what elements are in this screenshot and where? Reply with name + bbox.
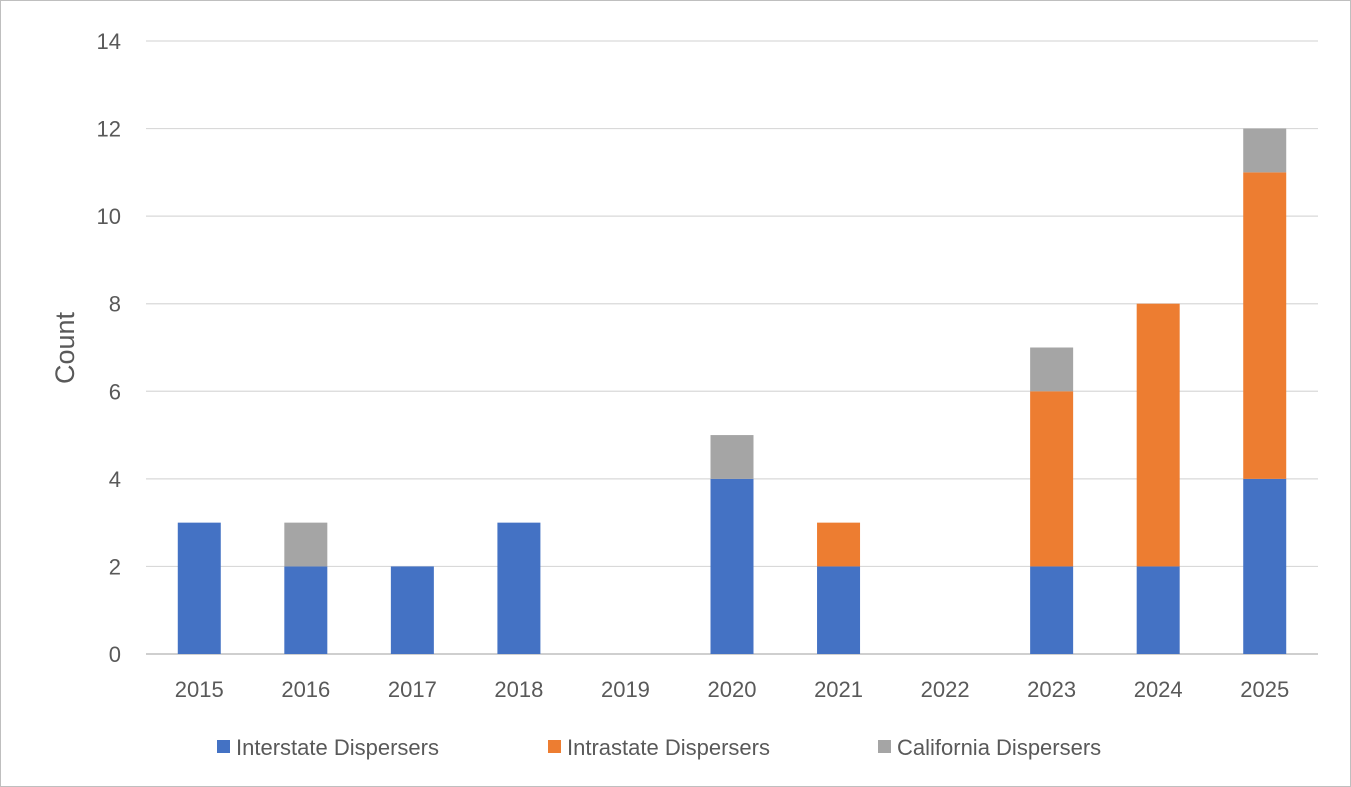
legend: Interstate Dispersers Intrastate Disperse… (217, 735, 1101, 760)
x-axis-ticks: 2015 2016 2017 2018 2019 2020 2021 2022 2023 2024… (175, 677, 1289, 702)
bar-segment (817, 522, 861, 567)
gridlines (146, 40, 1318, 655)
bar-segment (1030, 391, 1074, 567)
x-tick-label: 2022 (921, 677, 970, 702)
x-tick-label: 2025 (1240, 677, 1289, 702)
legend-swatch (878, 740, 891, 753)
x-tick-label: 2023 (1027, 677, 1076, 702)
bar-segment (1243, 478, 1287, 654)
bar-segment (497, 522, 541, 654)
x-tick-label: 2021 (814, 677, 863, 702)
bar-segment (390, 566, 434, 654)
y-tick-label: 4 (109, 467, 121, 492)
legend-label: Intrastate Dispersers (567, 735, 770, 760)
x-tick-label: 2020 (708, 677, 757, 702)
legend-swatch (548, 740, 561, 753)
legend-swatch (217, 740, 230, 753)
x-tick-label: 2016 (281, 677, 330, 702)
x-tick-label: 2015 (175, 677, 224, 702)
bar-segment (710, 435, 754, 479)
bar-segment (1243, 172, 1287, 479)
x-tick-label: 2018 (494, 677, 543, 702)
bar-segment (1030, 347, 1074, 392)
bar-segment (710, 478, 754, 654)
y-tick-label: 6 (109, 379, 121, 404)
bar-segment (1136, 566, 1180, 654)
x-tick-label: 2017 (388, 677, 437, 702)
legend-label: California Dispersers (897, 735, 1101, 760)
bar-segment (1136, 303, 1180, 567)
bars (177, 128, 1287, 654)
bar-segment (284, 566, 328, 654)
bar-segment (177, 522, 221, 654)
y-tick-label: 10 (97, 204, 121, 229)
y-tick-label: 2 (109, 554, 121, 579)
legend-label: Interstate Dispersers (236, 735, 439, 760)
y-tick-label: 0 (109, 642, 121, 667)
x-tick-label: 2024 (1134, 677, 1183, 702)
bar-segment (1243, 128, 1287, 173)
bar-segment (284, 522, 328, 567)
bar-segment (1030, 566, 1074, 654)
y-tick-label: 8 (109, 292, 121, 317)
y-axis-ticks: 0 2 4 6 8 10 12 14 (97, 29, 121, 667)
x-tick-label: 2019 (601, 677, 650, 702)
y-axis-title: Count (50, 311, 80, 384)
y-tick-label: 12 (97, 117, 121, 142)
y-tick-label: 14 (97, 29, 121, 54)
bar-segment (817, 566, 861, 654)
